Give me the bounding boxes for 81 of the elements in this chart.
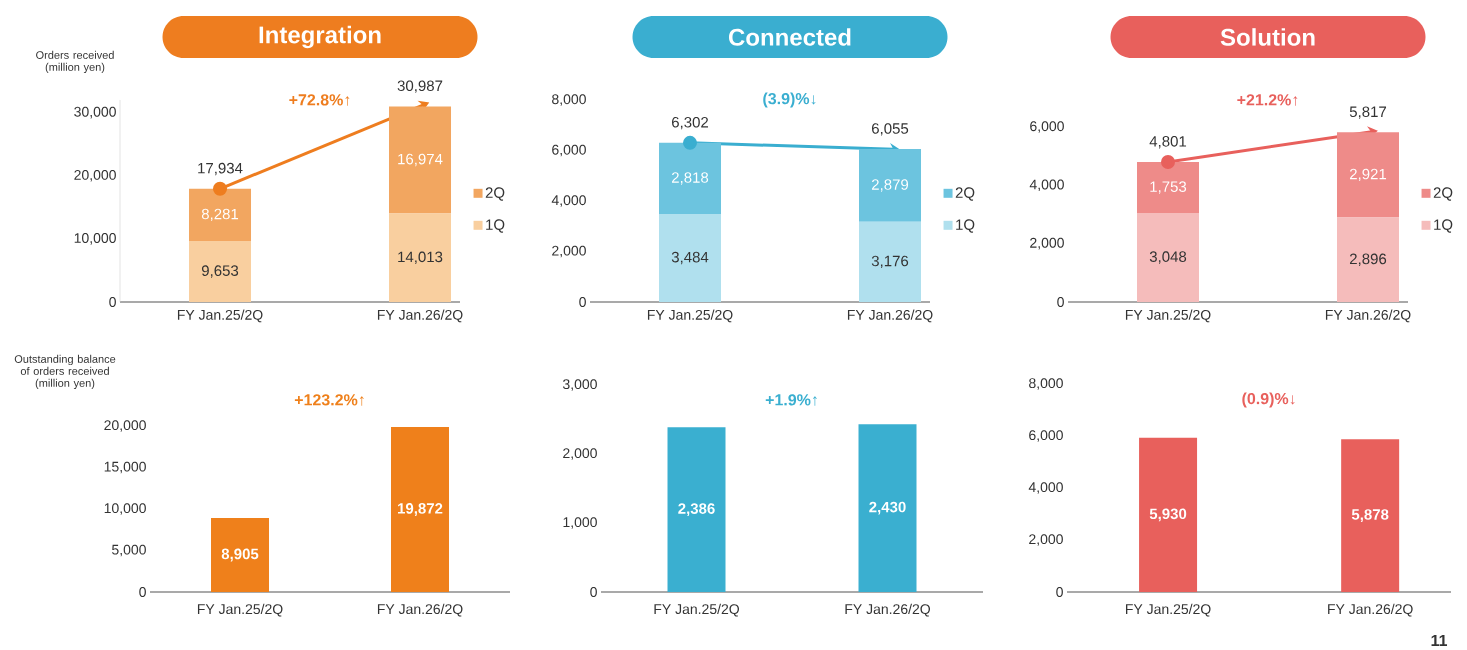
chart-title: Connected: [728, 28, 851, 46]
text: 11: [1431, 634, 1448, 646]
x-tick-label: FY Jan.26/2Q: [377, 309, 463, 323]
data-label: 5,878: [1351, 509, 1389, 522]
x-tick-label: FY Jan.25/2Q: [647, 309, 733, 323]
x-tick-label: FY Jan.26/2Q: [1328, 603, 1413, 617]
data-label: 2,430: [869, 501, 906, 515]
data-label: 9,653: [201, 265, 239, 278]
y-axis-title: Orders received (million yen): [36, 50, 114, 74]
annotation: +72.8%↑: [289, 94, 350, 106]
data-label: 2,879: [871, 179, 909, 192]
y-tick-label: 0: [590, 587, 597, 597]
data-label: 3,048: [1149, 251, 1187, 264]
y-tick-label: 20,000: [74, 169, 116, 182]
y-tick-label: 0: [1056, 587, 1063, 597]
data-label: 2,818: [671, 172, 709, 185]
x-tick-label: FY Jan.26/2Q: [845, 603, 931, 617]
y-tick-label: 5,000: [112, 544, 146, 557]
y-tick-label: 2,000: [1029, 534, 1063, 546]
y-tick-label: 0: [109, 297, 116, 307]
data-label: 19,872: [398, 503, 443, 516]
chart-title: Solution: [1220, 28, 1315, 46]
legend-label: 1Q: [1434, 219, 1453, 233]
x-tick-label: FY Jan.26/2Q: [847, 309, 933, 323]
legend-label: 2Q: [485, 187, 505, 201]
data-label: 3,176: [871, 255, 909, 269]
data-label: 3,484: [671, 251, 709, 265]
data-label: 2,921: [1349, 168, 1387, 182]
total-label: 5,817: [1349, 106, 1387, 119]
x-tick-label: FY Jan.25/2Q: [1125, 309, 1211, 323]
y-tick-label: 6,000: [1030, 121, 1064, 133]
data-label: 2,386: [678, 503, 715, 517]
y-axis-title: Outstanding balance of orders received (million yen): [14, 354, 116, 390]
data-label: 2,896: [1349, 253, 1387, 266]
total-label: 17,934: [198, 162, 243, 176]
legend-label: 1Q: [956, 219, 975, 233]
y-tick-label: 1,000: [563, 517, 597, 529]
chart-title: Integration: [259, 25, 381, 49]
x-tick-label: FY Jan.25/2Q: [177, 309, 263, 323]
y-tick-label: 4,000: [1028, 482, 1063, 494]
y-tick-label: 10,000: [104, 503, 146, 515]
annotation: +1.9%↑: [765, 394, 817, 406]
y-tick-label: 4,000: [551, 195, 586, 207]
text: +21.2%↑: [1237, 94, 1298, 106]
total-label: 6,055: [872, 123, 909, 136]
y-tick-label: 6,000: [552, 144, 586, 157]
y-tick-label: 0: [1057, 297, 1064, 307]
x-tick-label: FY Jan.25/2Q: [1126, 603, 1211, 617]
y-tick-label: 10,000: [74, 233, 116, 245]
y-tick-label: 3,000: [562, 379, 597, 391]
x-tick-label: FY Jan.26/2Q: [1325, 309, 1411, 323]
annotation: (3.9)%↓: [763, 92, 816, 108]
data-label: 16,974: [398, 153, 443, 167]
legend-label: 1Q: [486, 219, 505, 233]
y-tick-label: 0: [579, 297, 586, 307]
y-tick-label: 2,000: [552, 245, 586, 258]
y-tick-label: 20,000: [104, 420, 146, 432]
x-tick-label: FY Jan.26/2Q: [377, 603, 463, 617]
legend-label: 2Q: [955, 187, 975, 201]
x-tick-label: FY Jan.25/2Q: [654, 603, 740, 617]
y-tick-label: 30,000: [74, 106, 116, 119]
y-tick-label: 2,000: [1030, 237, 1064, 250]
data-label: 8,281: [201, 208, 239, 222]
y-tick-label: 4,000: [1029, 179, 1064, 192]
annotation: (0.9)%↓: [1242, 392, 1295, 408]
legend-label: 2Q: [1433, 187, 1453, 201]
total-label: 30,987: [397, 80, 443, 93]
data-label: 14,013: [398, 251, 443, 264]
y-tick-label: 2,000: [563, 448, 597, 460]
y-tick-label: 6,000: [1029, 430, 1063, 442]
x-tick-label: FY Jan.25/2Q: [197, 603, 283, 617]
data-label: 8,905: [221, 548, 259, 562]
y-tick-label: 8,000: [552, 94, 586, 106]
total-label: 6,302: [672, 116, 709, 130]
y-tick-label: 15,000: [104, 461, 146, 474]
y-tick-label: 8,000: [1029, 378, 1063, 390]
total-label: 4,801: [1149, 136, 1187, 149]
text: +123.2%↑: [294, 394, 364, 406]
y-tick-label: 0: [139, 587, 146, 597]
data-label: 1,753: [1150, 181, 1187, 194]
data-label: 5,930: [1149, 508, 1187, 522]
